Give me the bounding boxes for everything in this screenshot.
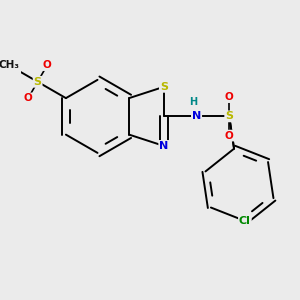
Text: N: N xyxy=(192,111,201,122)
Text: O: O xyxy=(43,60,52,70)
Text: H: H xyxy=(189,97,197,107)
Text: S: S xyxy=(160,82,168,92)
Text: O: O xyxy=(24,93,32,103)
Text: S: S xyxy=(225,111,233,122)
Text: S: S xyxy=(34,77,42,87)
Text: Cl: Cl xyxy=(239,216,251,226)
Text: CH₃: CH₃ xyxy=(0,60,20,70)
Text: N: N xyxy=(159,141,169,151)
Text: O: O xyxy=(225,92,234,102)
Text: O: O xyxy=(225,130,234,141)
